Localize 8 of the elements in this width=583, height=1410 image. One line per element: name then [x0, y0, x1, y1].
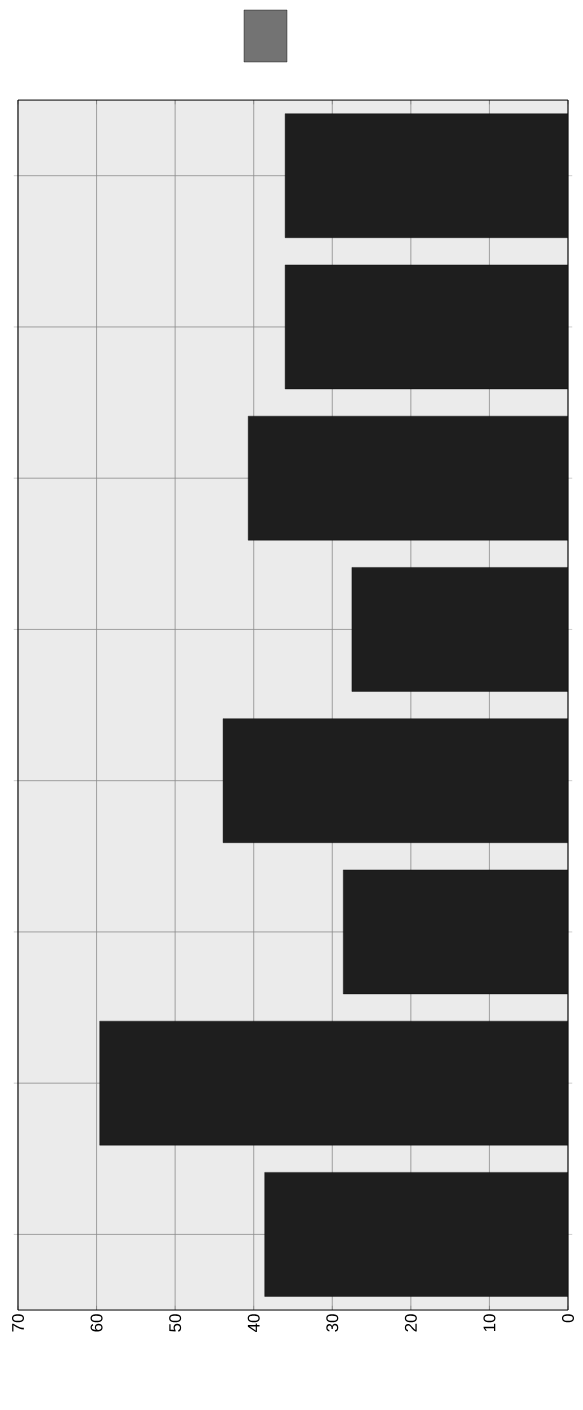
x-tick-label: 40	[247, 1314, 260, 1332]
x-tick-label: 50	[169, 1314, 182, 1332]
x-tick-label: 0	[561, 1314, 574, 1323]
x-tick-label: 10	[483, 1314, 496, 1332]
x-tick-label: 70	[11, 1314, 24, 1332]
x-tick-label: 20	[404, 1314, 417, 1332]
x-tick-label: 60	[90, 1314, 103, 1332]
x-tick-label: 30	[326, 1314, 339, 1332]
